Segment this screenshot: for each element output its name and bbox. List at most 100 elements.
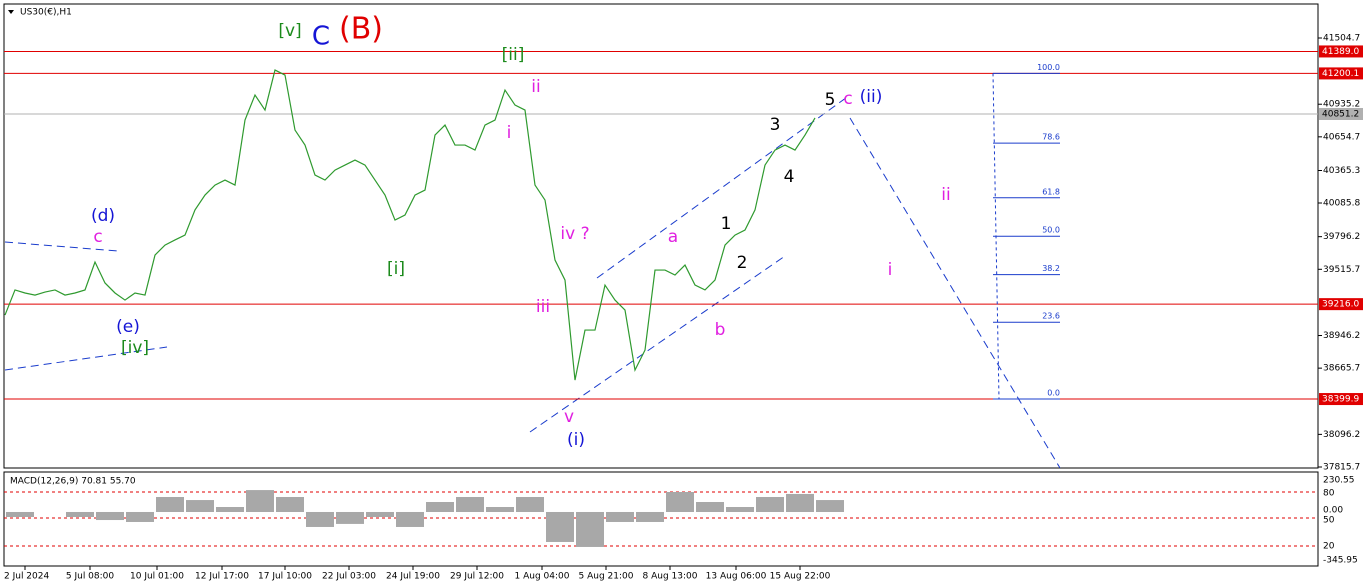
y-tick-label: 38096.2 bbox=[1323, 430, 1360, 440]
macd-axis-label: 230.55 bbox=[1323, 476, 1355, 486]
wave-label: iv ? bbox=[560, 224, 589, 244]
wave-label: [iv] bbox=[121, 338, 149, 358]
macd-axis-label: 80 bbox=[1323, 489, 1335, 499]
macd-panel bbox=[3, 471, 1319, 567]
trendline bbox=[4, 346, 168, 371]
macd-bar bbox=[576, 511, 604, 547]
menu-triangle bbox=[8, 10, 14, 14]
macd-bar bbox=[666, 492, 694, 512]
macd-bar bbox=[816, 500, 844, 512]
macd-bar bbox=[696, 502, 724, 512]
wave-label: [ii] bbox=[502, 45, 525, 65]
wave-label: (B) bbox=[339, 12, 383, 47]
level-label: 38399.9 bbox=[1322, 395, 1359, 405]
macd-bar bbox=[306, 511, 334, 527]
macd-bar bbox=[96, 511, 124, 521]
x-tick-label: 5 Aug 21:00 bbox=[579, 572, 634, 582]
fib-label: 23.6 bbox=[1042, 312, 1060, 321]
main-panel bbox=[3, 3, 1319, 469]
wave-label: ii bbox=[941, 185, 950, 205]
wave-label: iii bbox=[536, 297, 550, 317]
macd-bar bbox=[786, 493, 814, 512]
y-tick-label: 39515.7 bbox=[1323, 265, 1360, 275]
x-tick-label: 24 Jul 19:00 bbox=[386, 572, 440, 582]
fib-label: 61.8 bbox=[1042, 187, 1060, 196]
y-tick-label: 38946.2 bbox=[1323, 331, 1360, 341]
macd-bar bbox=[486, 506, 514, 512]
macd-axis-label: 50 bbox=[1323, 516, 1335, 526]
wave-label: i bbox=[507, 123, 512, 143]
y-tick-label: 40935.2 bbox=[1323, 100, 1360, 110]
wave-label: (ii) bbox=[860, 87, 883, 107]
wave-label: ii bbox=[531, 77, 540, 97]
x-tick-label: 5 Jul 08:00 bbox=[66, 572, 115, 582]
x-tick-label: 1 Aug 04:00 bbox=[515, 572, 570, 582]
wave-label: [v] bbox=[278, 21, 301, 41]
y-tick-label: 40654.7 bbox=[1323, 132, 1360, 142]
level-label: 39216.0 bbox=[1322, 300, 1359, 310]
wave-label: C bbox=[312, 22, 330, 52]
trendlines bbox=[4, 94, 1061, 469]
trendline bbox=[596, 94, 851, 279]
x-tick-label: 29 Jul 12:00 bbox=[450, 572, 504, 582]
wave-label: (i) bbox=[567, 430, 585, 450]
macd-bar bbox=[186, 500, 214, 512]
chart-title: US30(€),H1 bbox=[20, 8, 72, 18]
x-tick-label: 2 Jul 2024 bbox=[4, 572, 49, 582]
level-box bbox=[1319, 393, 1363, 406]
y-tick-label: 37815.7 bbox=[1323, 462, 1360, 472]
price-line bbox=[4, 69, 816, 381]
wave-label: (d) bbox=[91, 206, 115, 226]
level-label: 40851.2 bbox=[1322, 109, 1359, 119]
level-box bbox=[1319, 45, 1363, 58]
wave-label: c bbox=[843, 89, 852, 109]
wave-label: 3 bbox=[770, 115, 781, 135]
y-tick-label: 39796.2 bbox=[1323, 232, 1360, 242]
level-box bbox=[1319, 298, 1363, 311]
macd-title: MACD(12,26,9) 70.81 55.70 bbox=[10, 477, 136, 487]
macd-bar bbox=[366, 511, 394, 517]
macd-bar bbox=[456, 497, 484, 512]
macd-bar bbox=[246, 490, 274, 512]
macd-axis-label: 20 bbox=[1323, 542, 1335, 552]
wave-label: 5 bbox=[825, 90, 836, 110]
macd-bar bbox=[126, 511, 154, 522]
wave-label: a bbox=[668, 227, 678, 247]
wave-label: [i] bbox=[387, 259, 405, 279]
trendline bbox=[849, 117, 1061, 469]
trendline bbox=[4, 241, 119, 252]
fib-label: 100.0 bbox=[1037, 63, 1060, 72]
macd-axis-label: 0.00 bbox=[1323, 506, 1343, 516]
macd-bar bbox=[276, 497, 304, 512]
wave-label: 4 bbox=[784, 167, 795, 187]
fib-label: 50.0 bbox=[1042, 226, 1060, 235]
macd-axis-label: -345.95 bbox=[1323, 556, 1358, 566]
wave-label: (e) bbox=[116, 317, 140, 337]
fib-label: 38.2 bbox=[1042, 264, 1060, 273]
trendline bbox=[529, 255, 786, 433]
macd-bar bbox=[336, 511, 364, 524]
macd-bar bbox=[546, 511, 574, 542]
wave-label: v bbox=[564, 407, 574, 427]
level-box bbox=[1319, 107, 1363, 120]
macd-bar bbox=[396, 511, 424, 527]
x-tick-label: 15 Aug 22:00 bbox=[770, 572, 831, 582]
wave-label: c bbox=[93, 227, 102, 247]
x-tick-label: 8 Aug 13:00 bbox=[643, 572, 698, 582]
macd-bar bbox=[156, 497, 184, 512]
macd-bar bbox=[66, 511, 94, 517]
level-label: 41200.1 bbox=[1322, 69, 1359, 79]
x-tick-label: 17 Jul 10:00 bbox=[258, 572, 312, 582]
y-tick-label: 38665.7 bbox=[1323, 364, 1360, 374]
macd-bar bbox=[216, 506, 244, 512]
macd-bar bbox=[6, 511, 34, 517]
fib-label: 0.0 bbox=[1047, 389, 1060, 398]
macd-bar bbox=[636, 511, 664, 522]
wave-label: 2 bbox=[737, 253, 748, 273]
level-label: 41389.0 bbox=[1322, 47, 1359, 57]
macd-bar bbox=[516, 497, 544, 512]
level-box bbox=[1319, 67, 1363, 80]
macd-bar bbox=[756, 497, 784, 512]
